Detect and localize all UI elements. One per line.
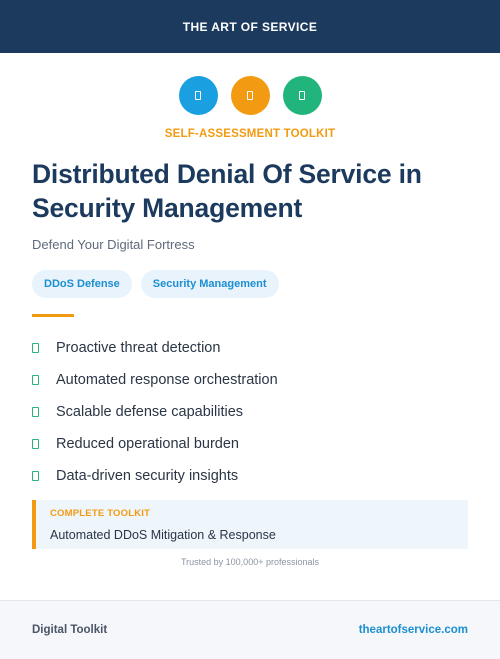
list-item: Reduced operational burden: [32, 428, 278, 460]
document-icon: [230, 76, 270, 115]
trust-note: Trusted by 100,000+ professionals: [180, 557, 319, 567]
check-icon: [32, 375, 39, 385]
toolkit-kicker: SELF-ASSESSMENT TOOLKIT: [164, 128, 336, 140]
feature-text: Automated response orchestration: [56, 372, 278, 388]
page-title: Distributed Denial Of Service in Securit…: [32, 159, 422, 223]
icon-row: [0, 76, 500, 115]
tag-security-management: Security Management: [140, 270, 279, 298]
feature-list: Proactive threat detection Automated res…: [32, 332, 278, 492]
check-icon: [32, 343, 39, 353]
feature-text: Reduced operational burden: [56, 436, 239, 452]
footer-label: Digital Toolkit: [32, 624, 108, 636]
top-banner: THE ART OF SERVICE: [0, 0, 500, 53]
check-icon: [32, 407, 39, 417]
check-icon: [32, 471, 39, 481]
list-item: Scalable defense capabilities: [32, 396, 278, 428]
feature-text: Proactive threat detection: [56, 340, 221, 356]
callout-label: COMPLETE TOOLKIT: [50, 508, 151, 519]
list-item: Proactive threat detection: [32, 332, 278, 364]
page-subtitle: Defend Your Digital Fortress: [32, 237, 195, 252]
feature-text: Data-driven security insights: [56, 468, 239, 484]
toolkit-callout: COMPLETE TOOLKIT Automated DDoS Mitigati…: [32, 500, 468, 549]
list-item: Data-driven security insights: [32, 460, 278, 492]
tag-list: DDoS Defense Security Management: [32, 270, 279, 298]
footer: Digital Toolkit theartofservice.com: [0, 600, 500, 659]
feature-text: Scalable defense capabilities: [56, 404, 244, 420]
website-link[interactable]: theartofservice.com: [358, 624, 468, 636]
brand-name: THE ART OF SERVICE: [182, 19, 318, 34]
document-icon: [282, 76, 322, 115]
callout-text: Automated DDoS Mitigation & Response: [50, 528, 276, 542]
check-icon: [32, 439, 39, 449]
list-item: Automated response orchestration: [32, 364, 278, 396]
tag-ddos-defense: DDoS Defense: [32, 270, 132, 298]
accent-divider: [32, 314, 74, 317]
document-icon: [178, 76, 218, 115]
